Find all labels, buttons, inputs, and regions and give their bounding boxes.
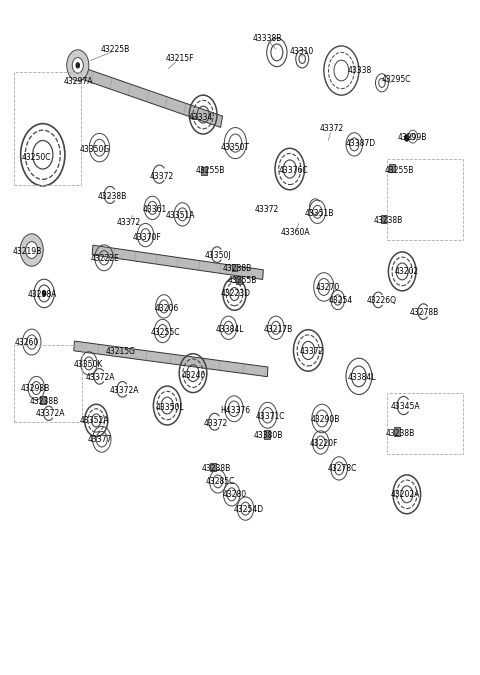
Text: 43255C: 43255C: [151, 328, 180, 337]
Text: 43351A: 43351A: [165, 211, 195, 220]
Text: 43295C: 43295C: [382, 75, 411, 84]
Text: 43217B: 43217B: [263, 325, 292, 333]
Circle shape: [72, 57, 84, 73]
Text: 43380B: 43380B: [254, 431, 283, 441]
Text: 43238B: 43238B: [202, 464, 231, 473]
Bar: [201, 167, 207, 176]
Text: 43223D: 43223D: [220, 289, 251, 298]
Text: 43238B: 43238B: [374, 217, 403, 225]
Text: 43372: 43372: [254, 205, 279, 214]
Text: 43206: 43206: [154, 304, 179, 313]
Polygon shape: [92, 245, 264, 279]
Text: 43370F: 43370F: [132, 233, 161, 242]
Text: 43238B: 43238B: [223, 264, 252, 273]
Circle shape: [26, 242, 38, 259]
Text: 43372A: 43372A: [86, 373, 116, 382]
Text: 43226Q: 43226Q: [367, 296, 397, 305]
Text: 43338: 43338: [348, 66, 372, 75]
Text: 43278C: 43278C: [328, 464, 357, 473]
Text: 43350J: 43350J: [204, 250, 231, 260]
Text: 43310: 43310: [290, 47, 314, 55]
Text: 43372: 43372: [204, 418, 228, 427]
Text: 43361: 43361: [143, 205, 167, 214]
Bar: [387, 393, 464, 454]
Text: 43384L: 43384L: [348, 373, 376, 382]
Text: H43376: H43376: [220, 406, 251, 415]
Text: 43372: 43372: [300, 347, 324, 356]
Text: 43280: 43280: [222, 490, 247, 499]
Polygon shape: [74, 341, 268, 377]
Bar: [14, 72, 81, 185]
Text: 43254: 43254: [328, 296, 353, 305]
Text: 43290B: 43290B: [311, 415, 340, 425]
Bar: [14, 346, 83, 422]
Bar: [40, 396, 46, 404]
Text: 43384L: 43384L: [216, 325, 244, 333]
Text: 43350K: 43350K: [73, 360, 103, 369]
Text: 43220F: 43220F: [310, 439, 338, 448]
Text: 43338B: 43338B: [253, 34, 282, 43]
Text: 43377: 43377: [87, 435, 112, 444]
Text: 43215F: 43215F: [166, 55, 194, 63]
Text: 43255B: 43255B: [195, 167, 225, 176]
Text: 43254D: 43254D: [233, 505, 264, 514]
Bar: [394, 427, 400, 435]
Text: 43238B: 43238B: [97, 192, 127, 200]
Text: 43222E: 43222E: [91, 254, 120, 263]
Text: 43387D: 43387D: [346, 138, 376, 148]
Text: 43334: 43334: [189, 113, 213, 122]
Text: 43270: 43270: [315, 283, 340, 292]
Text: 43215G: 43215G: [105, 347, 135, 356]
Text: 43351B: 43351B: [305, 209, 334, 217]
Text: 43372: 43372: [150, 172, 174, 182]
Text: 43372A: 43372A: [36, 410, 65, 418]
Circle shape: [404, 134, 409, 142]
Text: 43278B: 43278B: [410, 308, 439, 317]
Bar: [264, 431, 270, 439]
Text: 43372: 43372: [320, 124, 344, 134]
Text: 43350L: 43350L: [156, 403, 184, 412]
Text: 43350T: 43350T: [221, 143, 250, 152]
Bar: [389, 163, 395, 172]
Circle shape: [42, 290, 47, 297]
Bar: [381, 215, 387, 223]
Text: 43260: 43260: [15, 338, 39, 347]
Text: 43345A: 43345A: [390, 402, 420, 411]
Circle shape: [20, 234, 43, 266]
Text: 43202A: 43202A: [390, 490, 420, 499]
Text: 43372: 43372: [116, 217, 141, 227]
Text: 43299B: 43299B: [398, 134, 428, 142]
Text: 43376C: 43376C: [278, 167, 308, 176]
Text: 43372A: 43372A: [109, 386, 139, 395]
Text: 43352A: 43352A: [80, 416, 109, 425]
Text: 43240: 43240: [182, 371, 206, 379]
Circle shape: [67, 50, 89, 81]
Text: 43225B: 43225B: [101, 45, 130, 53]
Circle shape: [75, 62, 80, 69]
Text: 43298A: 43298A: [28, 290, 58, 298]
Text: 43255B: 43255B: [384, 166, 414, 175]
Text: 43360A: 43360A: [280, 228, 310, 237]
Text: 43250C: 43250C: [22, 153, 51, 162]
Text: 43202: 43202: [395, 267, 419, 276]
Bar: [387, 159, 464, 240]
Text: 43350G: 43350G: [80, 145, 110, 154]
Text: 43219B: 43219B: [12, 248, 42, 256]
Text: 43238B: 43238B: [30, 396, 59, 406]
Text: 43371C: 43371C: [255, 412, 285, 421]
Bar: [236, 276, 242, 284]
Text: 43285C: 43285C: [206, 477, 235, 486]
Text: 43298B: 43298B: [20, 383, 49, 393]
Text: 43238B: 43238B: [386, 429, 415, 438]
Bar: [210, 463, 216, 471]
Text: 43255B: 43255B: [228, 276, 257, 285]
Bar: [232, 264, 237, 271]
Polygon shape: [73, 65, 223, 128]
Text: 43297A: 43297A: [64, 77, 94, 86]
